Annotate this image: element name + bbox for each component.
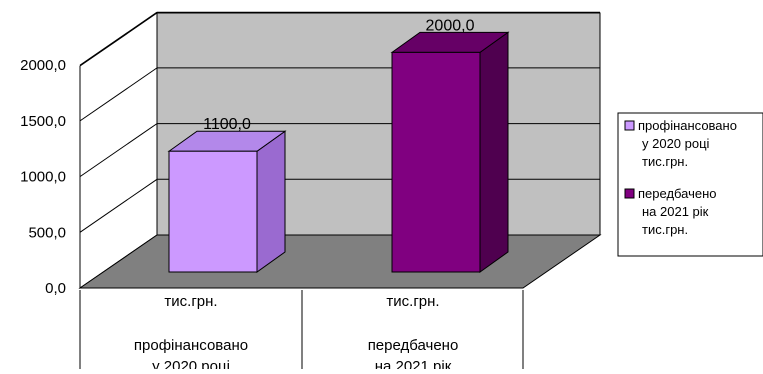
bar-side	[256, 130, 286, 273]
y-tick-label: 1000,0	[20, 169, 66, 186]
legend-swatch	[624, 120, 635, 131]
y-tick-label: 2000,0	[20, 57, 66, 74]
legend-label: у 2020 році	[642, 136, 710, 151]
category-label: передбачено	[368, 337, 459, 354]
y-tick-label: 1500,0	[20, 113, 66, 130]
legend-label: передбачено	[638, 186, 717, 201]
gridline-side	[79, 178, 158, 233]
bar	[390, 31, 510, 273]
gridline-side	[79, 123, 158, 178]
category-label: у 2020 році	[152, 358, 230, 369]
gridline-side	[79, 11, 158, 66]
legend-label: тис.грн.	[642, 154, 688, 169]
legend-box	[617, 112, 763, 257]
category-label: тис.грн.	[386, 293, 439, 310]
bar-side	[479, 31, 509, 273]
category-label: на 2021 рік	[375, 358, 452, 369]
y-tick-label: 0,0	[45, 280, 66, 297]
y-tick-label: 500,0	[28, 224, 66, 241]
gridline-side	[79, 67, 158, 122]
legend-label: профінансовано	[638, 118, 737, 133]
bar-front	[168, 150, 258, 273]
data-label: 1100,0	[203, 116, 251, 133]
bar-front	[391, 51, 481, 273]
category-label: профінансовано	[134, 337, 248, 354]
bar	[167, 130, 287, 273]
legend-label: на 2021 рік	[642, 204, 709, 219]
floor	[78, 234, 602, 289]
category-label: тис.грн.	[164, 293, 217, 310]
legend-label: тис.грн.	[642, 222, 688, 237]
data-label: 2000,0	[426, 17, 475, 34]
legend-swatch	[624, 188, 635, 199]
